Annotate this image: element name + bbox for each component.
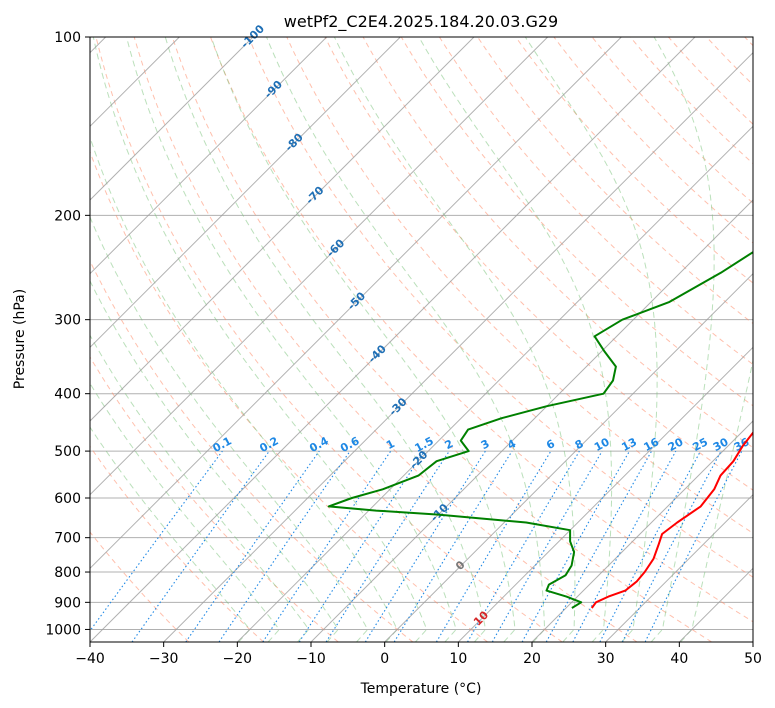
y-tick-label: 300 [54,313,81,329]
dry-adiabat-line [248,37,753,578]
isotherm-line [90,37,549,496]
mixing-ratio-line [521,450,630,642]
moist-adiabat-line [164,37,487,642]
isotherm-line [163,51,753,642]
temperature-profile [590,431,753,609]
dry-adiabat-line [515,37,753,284]
dry-adiabat-line [95,37,563,642]
sounding-profiles [327,250,753,609]
moist-adiabat-line [90,382,281,642]
y-tick-label: 600 [54,491,81,507]
y-tick-label: 400 [54,387,81,403]
isotherm-line [384,272,753,642]
x-tick-label: −40 [75,651,105,667]
isotherm-line [236,125,753,642]
dry-adiabat-line [210,37,753,623]
isotherm-line [90,37,475,422]
x-tick-label: 30 [597,651,615,667]
mixing-ratio-label: 25 [690,435,710,454]
mixing-ratio-label: 30 [711,435,731,454]
x-tick-label: 20 [523,651,541,667]
moist-adiabat-line [524,37,658,642]
mixing-ratio-lines [90,450,743,642]
dry-adiabat-line [90,356,339,642]
y-tick-label: 500 [54,444,81,460]
mixing-ratio-line [131,450,270,642]
x-axis: −40 −30 −20 −10 0 10 20 30 40 50 [75,642,762,667]
isotherm-line [90,37,328,275]
moist-adiabat-line [90,426,251,642]
dewpoint-profile [327,250,753,609]
mixing-ratio-line [644,450,743,642]
isotherm-line [605,493,753,642]
y-axis: 100 200 300 400 500 600 700 800 900 1000 [45,30,90,638]
x-axis-title: Temperature (°C) [360,681,482,697]
y-tick-label: 200 [54,208,81,224]
y-tick-label: 100 [54,30,81,46]
y-tick-label: 800 [54,565,81,581]
isotherm-line [90,37,622,570]
isotherm-line [531,420,753,642]
mixing-ratio-label: 16 [642,435,662,454]
moist-adiabat-line [126,37,457,642]
mixing-ratio-line [218,450,351,642]
mixing-ratio-line [185,450,320,642]
isotherm-line [457,346,753,642]
moist-adiabat-line [650,37,715,642]
x-tick-label: −10 [296,651,326,667]
x-tick-label: 10 [449,651,467,667]
dry-adiabat-line [90,445,264,642]
mixing-ratio-line [325,450,450,642]
moist-adiabat-line [90,135,398,642]
mixing-ratio-label: 10 [592,435,612,454]
dry-adiabat-line [171,37,712,642]
mixing-ratio-line [298,450,425,642]
moist-adiabat-line [266,37,546,642]
mixing-ratio-label: 20 [666,435,686,454]
x-tick-label: −30 [149,651,179,667]
mixing-ratio-label: 13 [619,435,639,454]
y-tick-label: 700 [54,531,81,547]
x-tick-label: −20 [223,651,253,667]
dry-adiabat-line [400,37,753,407]
x-tick-label: 40 [670,651,688,667]
dry-adiabat-line [90,150,488,642]
y-tick-label: 900 [54,595,81,611]
y-axis-title: Pressure (hPa) [12,289,28,389]
mixing-ratio-line [393,450,513,642]
mixing-ratio-line [545,450,653,642]
isotherms [90,37,753,642]
isotherm-line [90,37,696,642]
mixing-ratio-line [90,450,223,632]
isotherm-line [90,37,254,201]
x-tick-label: 0 [380,651,389,667]
moist-adiabat-line [333,37,576,642]
dry-adiabat-line [90,531,190,642]
chart-title: wetPf2_C2E4.2025.184.20.03.G29 [284,12,558,32]
plot-frame [89,36,754,643]
plot-area [90,37,753,642]
x-tick-label: 50 [744,651,762,667]
isotherm-line [90,37,401,349]
isotherm-line [752,641,753,642]
isotherm-line [310,199,753,642]
y-tick-label: 1000 [45,622,81,638]
dry-adiabat-line [438,37,753,366]
moist-adiabat-line [90,279,339,642]
horizontal-grid [90,37,753,630]
moist-adiabat-line [92,37,428,642]
moist-adiabat-line [680,358,753,642]
mixing-ratio-line [572,450,677,642]
axes-frame [89,36,754,643]
moist-adiabat-line [90,215,369,642]
plot-background [90,37,753,642]
moist-adiabat-line [90,334,310,642]
